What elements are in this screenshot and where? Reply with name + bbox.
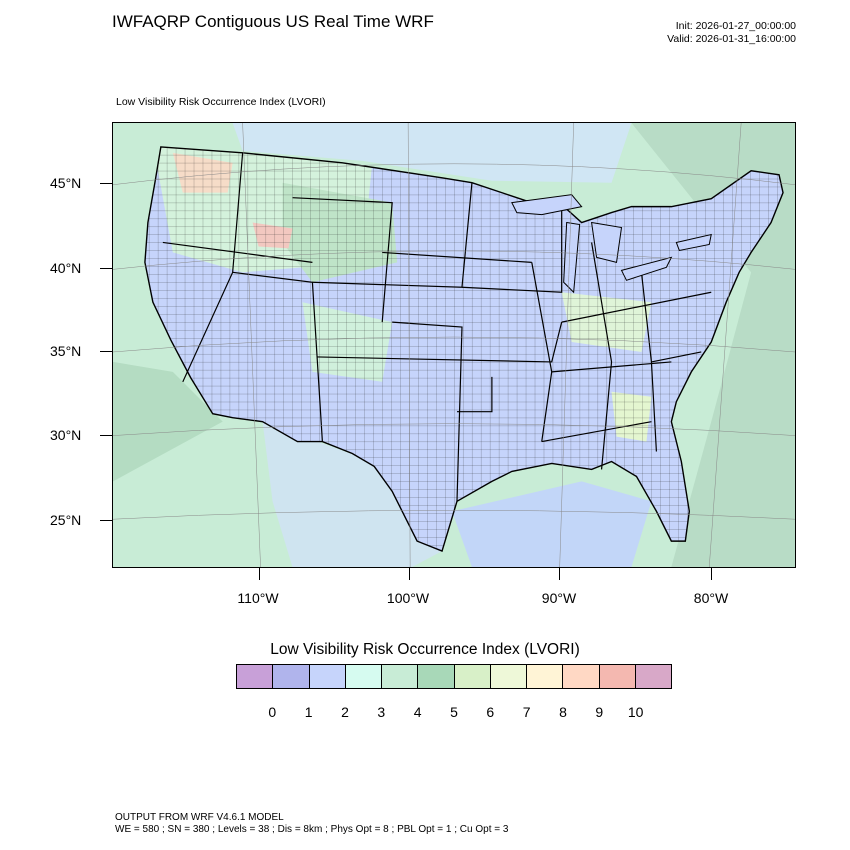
init-time-label: Init: 2026-01-27_00:00:00 (675, 20, 796, 32)
lat-tick (100, 520, 112, 521)
valid-time-label: Valid: 2026-01-31_16:00:00 (667, 33, 796, 45)
lat-label-30: 30°N (50, 427, 82, 443)
lat-label-45: 45°N (50, 175, 82, 191)
map-canvas (113, 123, 795, 567)
model-info-line: OUTPUT FROM WRF V4.6.1 MODEL (115, 812, 284, 823)
lake-ontario (675, 233, 712, 251)
lat-label-25: 25°N (50, 512, 82, 528)
colorbar-label: 7 (522, 704, 531, 720)
colorbar-swatch (237, 665, 274, 688)
lon-label-100: 100°W (386, 590, 430, 606)
lon-tick (559, 568, 560, 580)
colorbar-label: 4 (413, 704, 422, 720)
colorbar-label: 3 (377, 704, 386, 720)
colorbar-swatch (454, 665, 491, 688)
lat-tick (100, 435, 112, 436)
colorbar-swatch (345, 665, 382, 688)
colorbar-swatch (273, 665, 310, 688)
pacific-shade (113, 361, 223, 482)
lon-tick (259, 568, 260, 580)
colorbar-label: 10 (627, 704, 644, 720)
gulf-shade (452, 481, 652, 567)
lat-label-35: 35°N (50, 343, 82, 359)
colorbar-swatch (635, 665, 671, 688)
colorbar-swatch (563, 665, 600, 688)
mexico-region (262, 421, 443, 567)
lake-huron (591, 221, 623, 263)
colorbar-label: 6 (486, 704, 495, 720)
colorbar-label: 0 (268, 704, 277, 720)
colorbar-swatch (599, 665, 636, 688)
lon-tick (409, 568, 410, 580)
canada-region (232, 123, 632, 183)
model-options-line: WE = 580 ; SN = 380 ; Levels = 38 ; Dis … (115, 824, 509, 835)
colorbar-swatch (490, 665, 527, 688)
lon-label-110: 110°W (237, 590, 279, 606)
colorbar-label: 5 (450, 704, 458, 720)
colorbar-swatch (309, 665, 346, 688)
great-lakes (511, 194, 712, 294)
lon-tick (711, 568, 712, 580)
graticule (113, 123, 795, 567)
colorbar-swatch (382, 665, 419, 688)
lake-erie (620, 256, 673, 281)
colorbar-label: 2 (341, 704, 349, 720)
colorbar (236, 664, 672, 689)
lat-tick (100, 183, 112, 184)
lon-label-90: 90°W (541, 590, 577, 606)
colorbar-swatch (527, 665, 564, 688)
lake-michigan (563, 221, 581, 294)
lat-label-40: 40°N (50, 260, 82, 276)
map-panel (112, 122, 796, 568)
map-title: IWFAQRP Contiguous US Real Time WRF (112, 12, 434, 31)
lon-label-80: 80°W (693, 590, 729, 606)
colorbar-label: 1 (304, 704, 313, 720)
legend-title: Low Visibility Risk Occurrence Index (LV… (270, 641, 580, 658)
field-name-label: Low Visibility Risk Occurrence Index (LV… (116, 96, 326, 108)
colorbar-label: 9 (595, 704, 604, 720)
lat-tick (100, 268, 112, 269)
lat-tick (100, 351, 112, 352)
lake-superior (511, 194, 583, 216)
colorbar-swatch (418, 665, 455, 688)
colorbar-label: 8 (559, 704, 567, 720)
